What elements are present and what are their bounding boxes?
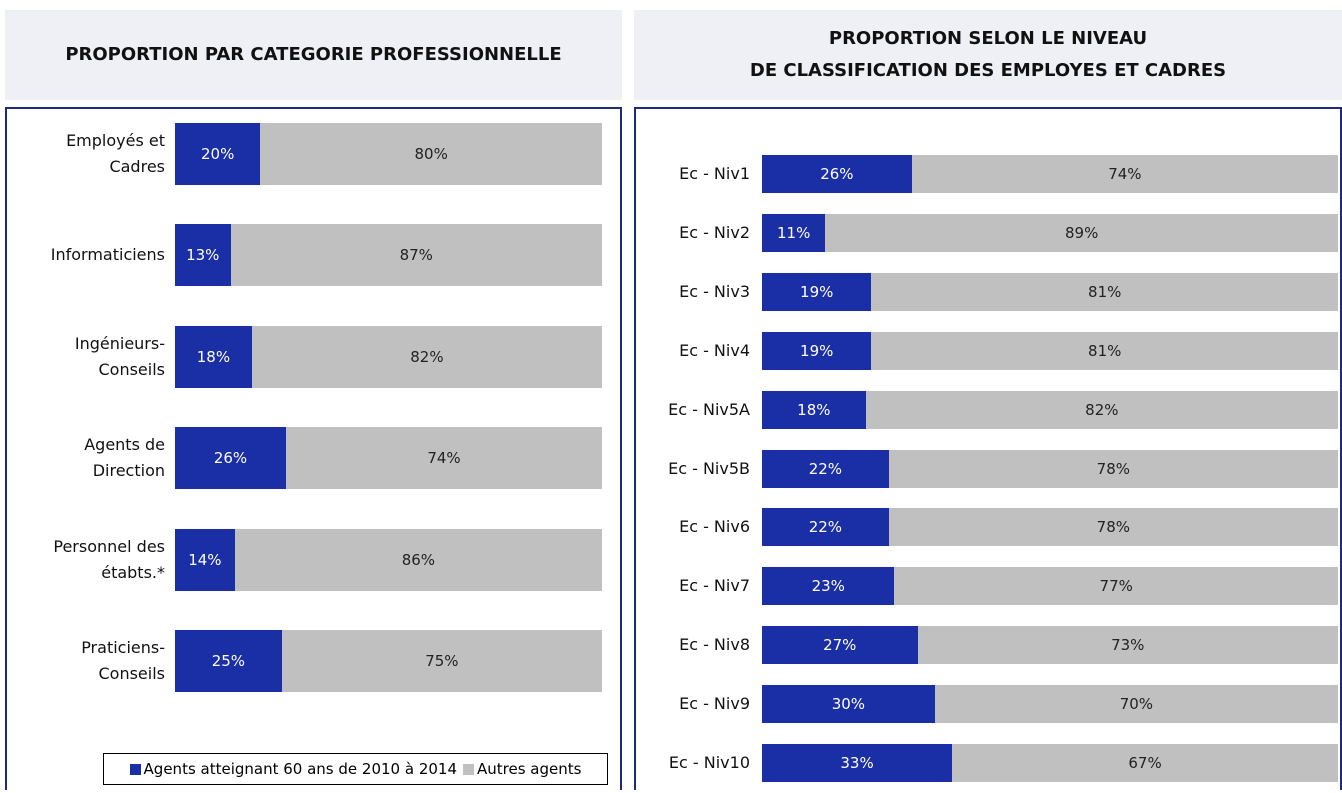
value-label: 27% bbox=[823, 636, 857, 655]
value-label: 86% bbox=[401, 550, 436, 569]
category-label: Ec - Niv2 bbox=[679, 222, 750, 242]
chart-title: PROPORTION PAR CATEGORIE PROFESSIONNELLE bbox=[5, 10, 622, 100]
value-label: 18% bbox=[797, 400, 831, 419]
bar-segment: 19% bbox=[762, 331, 872, 370]
bar-segment: 82% bbox=[251, 325, 602, 388]
bar-segment: 18% bbox=[762, 390, 866, 429]
value-label: 73% bbox=[1111, 636, 1145, 655]
value-label: 78% bbox=[1096, 459, 1131, 478]
value-label: 14% bbox=[188, 550, 222, 569]
category-label: Ec - Niv1 bbox=[679, 164, 750, 183]
bar-segment: 70% bbox=[934, 685, 1338, 724]
value-label: 89% bbox=[1065, 223, 1099, 242]
value-label: 26% bbox=[820, 165, 854, 183]
value-label: 70% bbox=[1119, 695, 1154, 714]
bar-segment: 74% bbox=[911, 155, 1338, 193]
category-label: Praticiens- Conseils bbox=[81, 638, 165, 683]
value-label: 30% bbox=[831, 695, 866, 714]
category-label: Ec - Niv5B bbox=[668, 458, 750, 478]
bar-segment: 14% bbox=[175, 528, 235, 591]
bar-segment: 18% bbox=[175, 325, 252, 388]
category-label: Employés et Cadres bbox=[66, 131, 165, 176]
legend: Agents atteignant 60 ans de 2010 à 2014 A… bbox=[103, 753, 608, 785]
category-label: Ec - Niv6 bbox=[679, 517, 750, 537]
value-label: 20% bbox=[201, 145, 235, 163]
value-label: 18% bbox=[196, 347, 231, 366]
bar-segment: 78% bbox=[888, 449, 1338, 488]
legend-swatch bbox=[129, 763, 141, 775]
bar-segment: 26% bbox=[175, 427, 287, 490]
bar-segment: 73% bbox=[917, 626, 1338, 665]
value-label: 33% bbox=[840, 754, 874, 772]
value-label: 81% bbox=[1088, 341, 1122, 360]
bar-segment: 86% bbox=[234, 528, 602, 591]
bar-segment: 25% bbox=[175, 630, 282, 692]
bar-segment: 33% bbox=[762, 744, 953, 782]
bar-segment: 30% bbox=[762, 685, 935, 724]
bar-segment: 87% bbox=[230, 224, 602, 287]
value-label: 77% bbox=[1099, 577, 1133, 596]
legend-text: Autres agents bbox=[477, 760, 582, 778]
value-label: 13% bbox=[186, 246, 220, 265]
bar-segment: 22% bbox=[762, 508, 889, 547]
value-label: 80% bbox=[414, 145, 448, 163]
bar-segment: 78% bbox=[888, 508, 1338, 547]
bar-segment: 20% bbox=[175, 123, 261, 185]
bar-segment: 89% bbox=[825, 213, 1338, 252]
value-label: 74% bbox=[427, 449, 461, 468]
bar-segment: 13% bbox=[175, 224, 231, 287]
category-label: Ec - Niv8 bbox=[679, 635, 750, 655]
chart-frame bbox=[634, 107, 1342, 790]
category-label: Ec - Niv10 bbox=[668, 753, 750, 772]
value-label: 82% bbox=[1085, 400, 1119, 419]
category-label: Agents de Direction bbox=[84, 435, 165, 481]
value-label: 22% bbox=[808, 459, 843, 478]
category-label: Personnel des étabts.* bbox=[53, 536, 165, 582]
value-label: 22% bbox=[808, 518, 843, 537]
bar-segment: 75% bbox=[281, 630, 602, 692]
bar-segment: 81% bbox=[871, 272, 1338, 311]
legend-text: Agents atteignant 60 ans de 2010 à 2014 bbox=[143, 760, 457, 778]
category-label: Ec - Niv4 bbox=[679, 340, 750, 360]
value-label: 26% bbox=[213, 449, 248, 468]
legend-swatch bbox=[463, 763, 474, 775]
value-label: 19% bbox=[800, 282, 834, 301]
bar-segment: 26% bbox=[762, 155, 912, 193]
bar-segment: 82% bbox=[865, 390, 1338, 429]
bar-segment: 74% bbox=[286, 427, 602, 490]
value-label: 82% bbox=[410, 347, 444, 366]
bar-segment: 11% bbox=[762, 213, 826, 252]
bar-segment: 81% bbox=[871, 331, 1338, 370]
value-label: 87% bbox=[399, 246, 433, 265]
value-label: 81% bbox=[1088, 282, 1122, 301]
chart-title: PROPORTION SELON LE NIVEAU DE CLASSIFICA… bbox=[634, 10, 1342, 100]
value-label: 74% bbox=[1108, 165, 1142, 183]
category-label: Ec - Niv3 bbox=[679, 281, 750, 301]
legend-item: Agents atteignant 60 ans de 2010 à 2014 bbox=[129, 760, 457, 778]
value-label: 19% bbox=[800, 341, 834, 360]
category-label: Ec - Niv7 bbox=[679, 576, 750, 596]
bar-segment: 22% bbox=[762, 449, 889, 488]
bar-segment: 77% bbox=[894, 567, 1338, 606]
value-label: 23% bbox=[811, 577, 845, 596]
category-label: Ec - Niv5A bbox=[668, 399, 750, 419]
bar-segment: 27% bbox=[762, 626, 918, 665]
value-label: 25% bbox=[211, 652, 246, 670]
bar-segment: 23% bbox=[762, 567, 895, 606]
category-label: Ingénieurs- Conseils bbox=[74, 333, 165, 379]
bar-segment: 67% bbox=[952, 744, 1338, 782]
category-label: Informaticiens bbox=[50, 245, 165, 265]
value-label: 67% bbox=[1128, 754, 1162, 772]
chart-frame bbox=[5, 107, 622, 790]
value-label: 78% bbox=[1096, 518, 1131, 537]
legend-item: Autres agents bbox=[463, 760, 581, 778]
value-label: 11% bbox=[777, 223, 811, 242]
bar-segment: 80% bbox=[260, 123, 602, 185]
category-label: Ec - Niv9 bbox=[679, 694, 750, 714]
bar-segment: 19% bbox=[762, 272, 872, 311]
value-label: 75% bbox=[425, 652, 459, 670]
